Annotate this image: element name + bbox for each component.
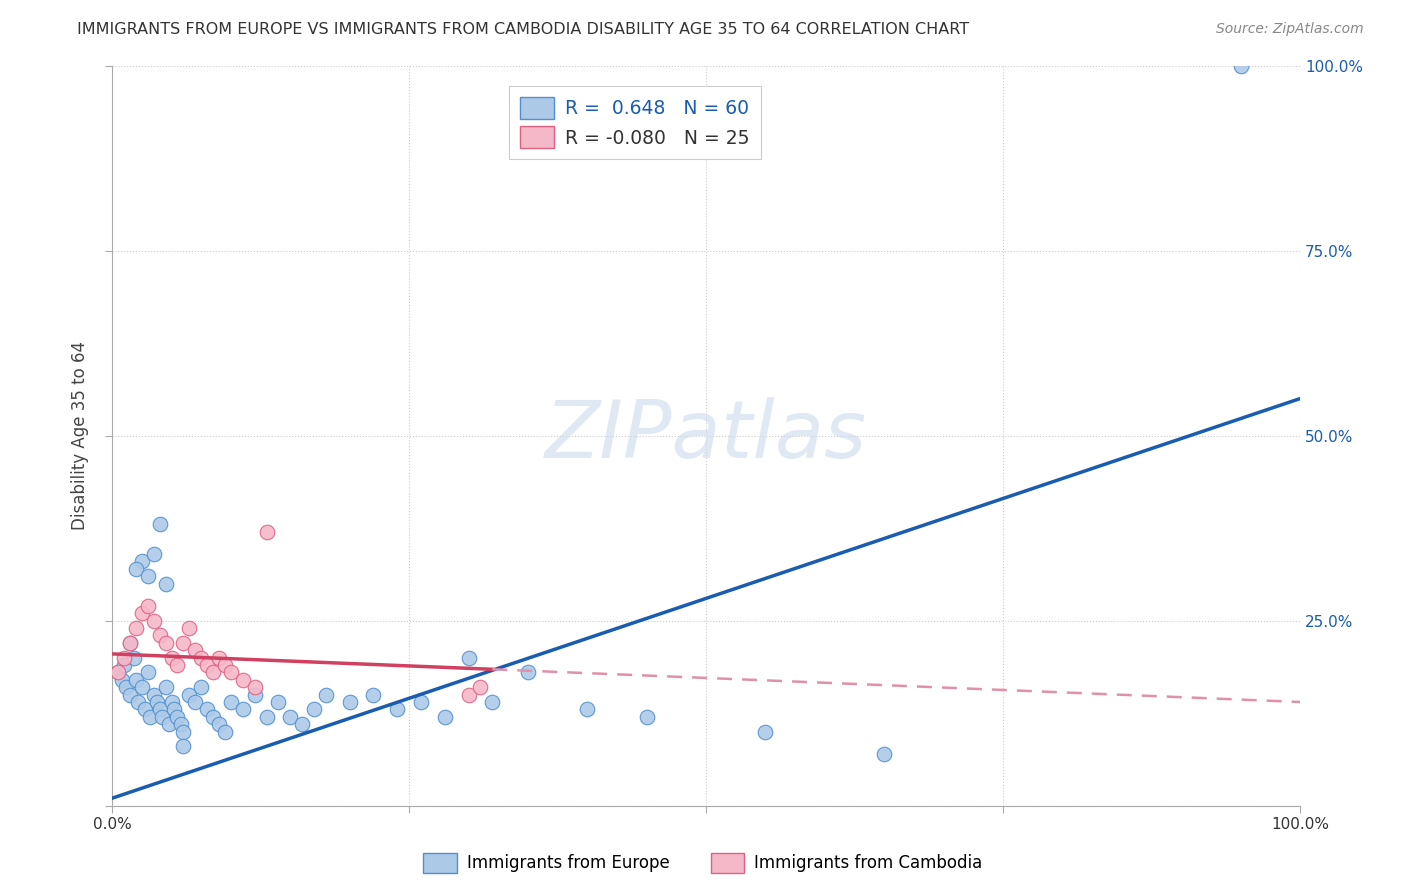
Point (481, 695, 503, 709)
Point (125, 621, 148, 635)
Point (516, 665, 538, 680)
Point (125, 673, 148, 687)
Point (136, 599, 159, 613)
Point (195, 658, 218, 673)
Point (166, 658, 188, 673)
Point (118, 688, 141, 702)
Point (160, 650, 183, 665)
Point (112, 650, 135, 665)
Point (339, 695, 361, 709)
Point (256, 710, 278, 724)
Text: ZIPatlas: ZIPatlas (546, 397, 868, 475)
Point (107, 665, 129, 680)
Point (363, 688, 385, 702)
Point (208, 650, 231, 665)
Point (125, 562, 148, 576)
Point (149, 628, 172, 642)
Point (172, 739, 194, 754)
Point (163, 702, 186, 716)
Text: IMMIGRANTS FROM EUROPE VS IMMIGRANTS FROM CAMBODIA DISABILITY AGE 35 TO 64 CORRE: IMMIGRANTS FROM EUROPE VS IMMIGRANTS FRO… (77, 22, 970, 37)
Point (149, 517, 172, 532)
Point (190, 650, 212, 665)
Point (184, 643, 207, 657)
Point (142, 547, 165, 561)
Point (184, 695, 207, 709)
Point (149, 702, 172, 716)
Point (243, 688, 266, 702)
Point (134, 702, 156, 716)
Point (315, 688, 337, 702)
Point (115, 680, 138, 694)
Point (142, 688, 165, 702)
Point (111, 673, 134, 687)
Point (155, 680, 177, 694)
Point (754, 724, 776, 739)
Point (457, 688, 479, 702)
Point (127, 695, 149, 709)
Point (256, 524, 278, 539)
Point (214, 724, 236, 739)
Point (302, 702, 325, 716)
Point (118, 636, 141, 650)
Point (157, 717, 180, 731)
Point (636, 710, 658, 724)
Point (232, 702, 254, 716)
Point (142, 614, 165, 628)
Point (267, 695, 290, 709)
Point (409, 695, 432, 709)
Point (136, 569, 159, 583)
Point (278, 710, 301, 724)
Point (146, 695, 169, 709)
Point (107, 665, 129, 680)
Point (1229, 59, 1251, 73)
Point (202, 710, 225, 724)
Point (131, 680, 153, 694)
Point (112, 658, 135, 673)
Point (232, 673, 254, 687)
Point (214, 658, 236, 673)
Point (136, 665, 159, 680)
Point (160, 695, 183, 709)
Point (179, 621, 201, 635)
Point (433, 710, 456, 724)
Point (243, 680, 266, 694)
Point (172, 724, 194, 739)
Point (387, 702, 409, 716)
Point (122, 650, 145, 665)
Legend: R =  0.648   N = 60, R = -0.080   N = 25: R = 0.648 N = 60, R = -0.080 N = 25 (509, 86, 761, 160)
Point (470, 680, 492, 694)
Point (202, 665, 225, 680)
Point (291, 717, 314, 731)
Point (190, 680, 212, 694)
Point (457, 650, 479, 665)
Legend: Immigrants from Europe, Immigrants from Cambodia: Immigrants from Europe, Immigrants from … (416, 847, 990, 880)
Point (219, 665, 242, 680)
Y-axis label: Disability Age 35 to 64: Disability Age 35 to 64 (72, 341, 89, 530)
Point (118, 636, 141, 650)
Point (131, 554, 153, 568)
Point (873, 747, 896, 761)
Point (208, 717, 231, 731)
Point (195, 702, 218, 716)
Point (155, 576, 177, 591)
Point (166, 710, 188, 724)
Point (150, 710, 173, 724)
Point (139, 710, 162, 724)
Point (131, 606, 153, 620)
Point (179, 688, 201, 702)
Point (170, 717, 193, 731)
Text: Source: ZipAtlas.com: Source: ZipAtlas.com (1216, 22, 1364, 37)
Point (576, 702, 599, 716)
Point (219, 695, 242, 709)
Point (155, 636, 177, 650)
Point (172, 636, 194, 650)
